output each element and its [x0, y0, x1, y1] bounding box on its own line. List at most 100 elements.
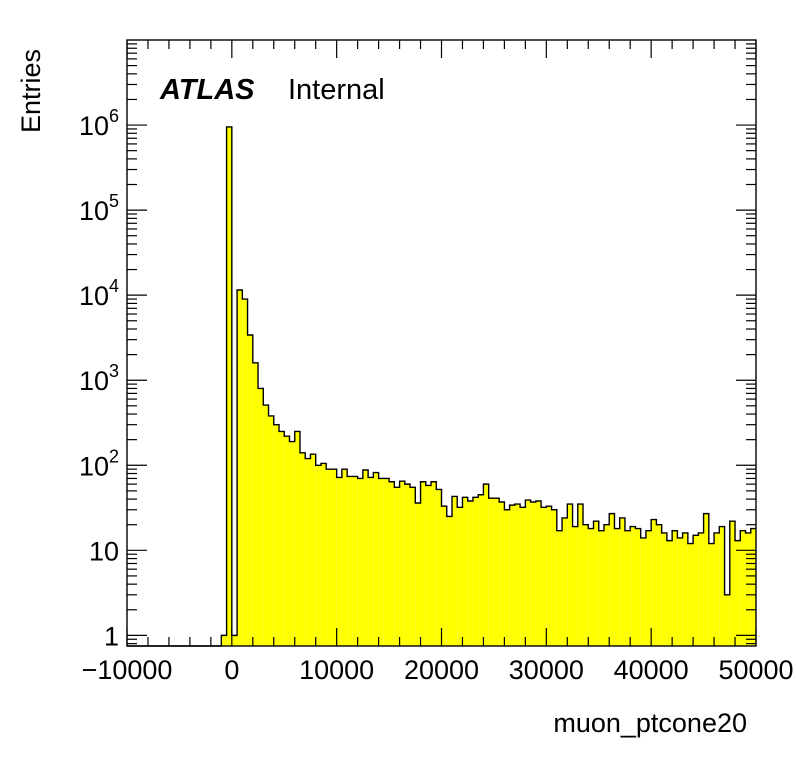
y-tick-label: 102 — [79, 446, 119, 481]
y-axis-title: Entries — [16, 49, 46, 133]
y-tick-label: 106 — [79, 106, 119, 141]
histogram-bar — [562, 517, 568, 646]
histogram-bar — [514, 504, 521, 646]
y-tick-label: 104 — [79, 276, 119, 311]
histogram-bar — [347, 476, 353, 646]
histogram-bar — [651, 519, 657, 646]
x-tick-label: 10000 — [299, 655, 374, 685]
y-tick-labels: 1 10 102 103 104 105 106 — [79, 106, 119, 651]
histogram-bar — [603, 524, 610, 646]
histogram-bar — [399, 481, 405, 646]
histogram-bar — [530, 501, 536, 646]
histogram-bar — [525, 500, 531, 646]
histogram-bar — [614, 528, 620, 646]
x-tick-label: −10000 — [82, 655, 173, 685]
histogram-bar — [493, 498, 500, 646]
histogram-bar — [420, 481, 426, 646]
histogram-bar — [315, 465, 321, 646]
histogram-bar — [577, 504, 584, 646]
x-tick-label: 0 — [224, 655, 239, 685]
histogram-bar — [378, 478, 384, 646]
histogram-bar — [404, 484, 411, 646]
histogram-bar — [336, 477, 342, 646]
histogram-bar — [436, 489, 442, 646]
histogram-bar — [279, 431, 285, 646]
histogram-bar — [535, 501, 542, 646]
histogram-bar — [656, 524, 662, 646]
histogram-bar — [619, 517, 625, 646]
histogram-bar — [226, 126, 232, 646]
histogram-bar — [661, 532, 667, 646]
histogram-bar — [630, 526, 636, 646]
histogram-bar — [472, 497, 479, 646]
histogram-bar — [740, 530, 746, 646]
histogram-bar — [331, 469, 337, 646]
histogram-bar — [410, 487, 416, 646]
x-tick-label: 30000 — [509, 655, 584, 685]
histogram-bar — [258, 388, 264, 646]
x-tick-labels: −10000 0 10000 20000 30000 40000 50000 — [82, 655, 794, 685]
histogram-bar — [635, 528, 641, 646]
histogram-bar — [687, 543, 694, 646]
histogram-bar — [368, 477, 374, 646]
histogram-bar — [383, 478, 390, 646]
histogram-bar — [593, 521, 599, 646]
histogram-bar — [719, 526, 725, 646]
histogram-bar — [415, 503, 421, 646]
histogram-bar — [341, 469, 348, 646]
histogram-bar — [451, 496, 458, 646]
histogram-bar — [289, 441, 295, 646]
plot-frame — [126, 39, 757, 647]
histogram-bar — [714, 532, 720, 646]
histogram-bar — [305, 458, 311, 646]
histogram-bar — [541, 507, 547, 646]
histogram-bar — [672, 530, 678, 646]
histogram-bar — [425, 485, 432, 646]
status-label: Internal — [288, 74, 385, 106]
histogram-bar — [467, 501, 473, 646]
histogram-bar — [310, 454, 316, 646]
histogram-bar — [666, 540, 673, 646]
histogram-bar — [483, 484, 489, 646]
histogram-bar — [640, 537, 646, 646]
histogram-bar — [284, 436, 290, 646]
histogram-bar — [237, 289, 243, 646]
histogram-bar — [572, 526, 578, 646]
histogram-bar — [556, 530, 563, 646]
histogram-bar — [504, 509, 510, 646]
histogram-bar — [677, 537, 683, 646]
x-tick-label: 40000 — [614, 655, 689, 685]
histogram-bar — [682, 532, 688, 646]
atlas-label: ATLAS — [159, 74, 255, 106]
histogram-bar — [735, 540, 741, 646]
x-tick-label: 50000 — [718, 655, 793, 685]
histogram-bar — [242, 299, 248, 646]
histogram-bar — [708, 543, 715, 646]
y-tick-label: 10 — [89, 536, 119, 566]
histogram-bars — [221, 126, 756, 646]
histogram-bar — [729, 521, 736, 646]
histogram-bar — [645, 530, 652, 646]
y-tick-label: 105 — [79, 191, 119, 226]
histogram-bar — [268, 415, 274, 646]
histogram-bar — [488, 498, 494, 646]
y-tick-label: 1 — [104, 621, 119, 651]
histogram-bar — [373, 472, 379, 646]
histogram-bar — [567, 504, 573, 646]
histogram-bar — [724, 594, 730, 646]
histogram-bar — [509, 505, 515, 646]
histogram-bar — [231, 635, 238, 646]
histogram-bar — [551, 509, 557, 646]
histogram-bar — [394, 487, 400, 646]
histogram-bar — [431, 481, 437, 646]
histogram-bar — [273, 424, 280, 646]
histogram-bar — [745, 532, 751, 646]
histogram-bar — [520, 507, 526, 646]
histogram-bar — [352, 476, 358, 646]
histogram-bar — [326, 469, 332, 646]
histogram-bar — [546, 506, 552, 646]
histogram-bar — [362, 469, 369, 646]
y-tick-label: 103 — [79, 361, 119, 396]
histogram-bar — [693, 535, 699, 646]
x-axis-title: muon_ptcone20 — [553, 708, 747, 738]
